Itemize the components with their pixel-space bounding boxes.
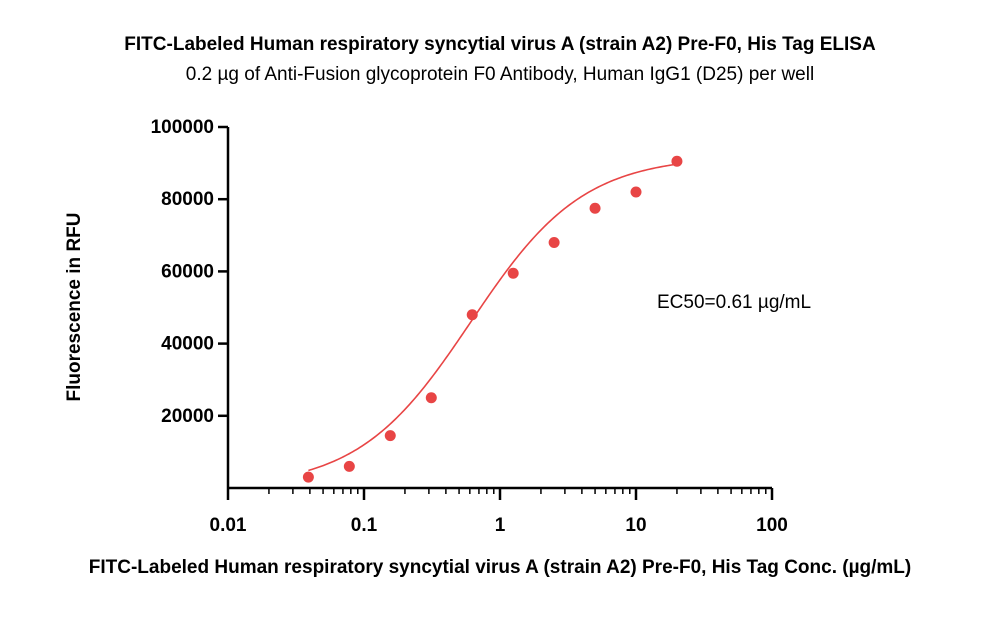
data-point (302, 471, 314, 483)
y-tick-label: 60000 (161, 261, 214, 282)
data-point (466, 309, 478, 321)
axes: 20000 40000 60000 80000 100000 0.01 0.1 1 10 100 (151, 117, 788, 536)
x-tick-label: 1 (495, 515, 506, 536)
data-point (384, 430, 396, 442)
data-point (425, 392, 437, 404)
data-point (343, 460, 355, 472)
ec50-annotation: EC50=0.61 µg/mL (657, 292, 811, 313)
chart-subtitle: 0.2 µg of Anti-Fusion glycoprotein F0 An… (186, 64, 814, 85)
data-point (507, 267, 519, 279)
data-point (548, 237, 560, 249)
chart-title: FITC-Labeled Human respiratory syncytial… (124, 34, 876, 55)
y-tick-label: 80000 (161, 189, 214, 210)
y-tick-label: 20000 (161, 406, 214, 427)
fit-curve-layer (308, 163, 678, 472)
data-point (630, 186, 642, 198)
x-axis-title: FITC-Labeled Human respiratory syncytial… (89, 557, 911, 578)
x-tick-label: 100 (756, 515, 788, 536)
data-points-layer (302, 155, 683, 483)
x-tick-label: 0.01 (210, 515, 247, 536)
x-tick-label: 0.1 (351, 515, 378, 536)
data-point (589, 202, 601, 214)
data-point (671, 155, 683, 167)
y-axis-title: Fluorescence in RFU (64, 213, 85, 402)
fit-curve (308, 163, 678, 472)
y-tick-label: 40000 (161, 334, 214, 355)
y-tick-label: 100000 (151, 117, 214, 138)
x-tick-label: 10 (625, 515, 646, 536)
